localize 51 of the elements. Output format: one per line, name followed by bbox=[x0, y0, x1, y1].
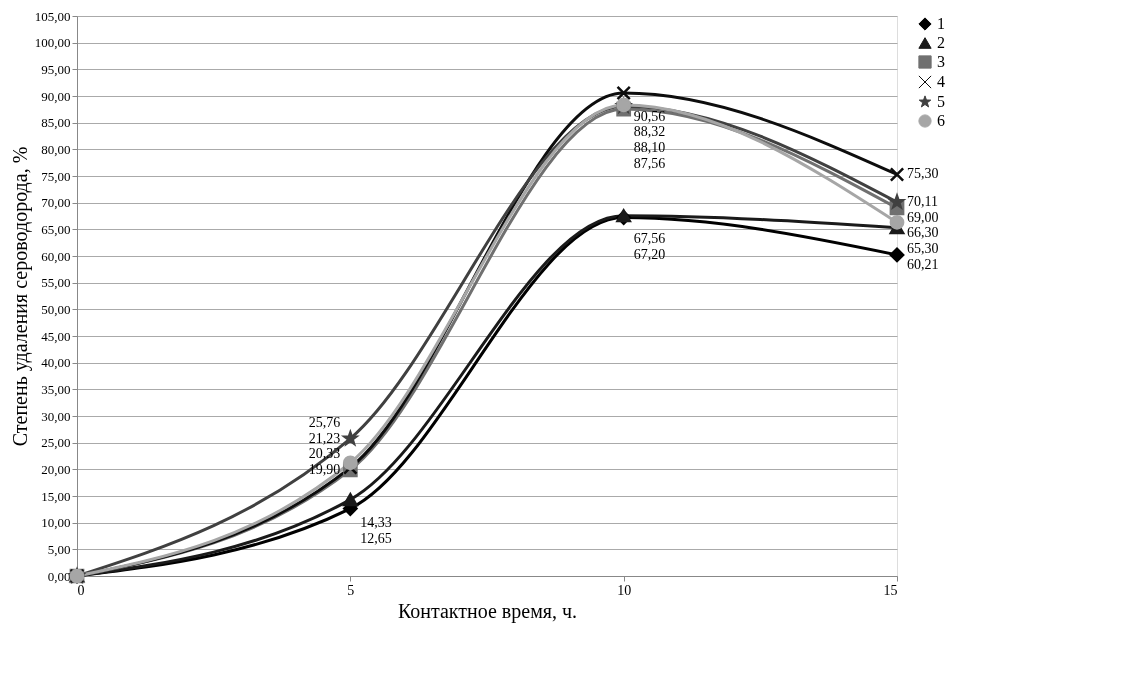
legend-label: 1 bbox=[937, 15, 945, 32]
data-label: 21,23 bbox=[308, 430, 341, 446]
data-label: 90,56 bbox=[633, 108, 666, 124]
y-tick-label: 30,00 bbox=[41, 408, 71, 424]
data-label: 67,20 bbox=[633, 246, 666, 262]
data-label: 75,30 bbox=[907, 166, 939, 182]
legend-label: 3 bbox=[937, 53, 945, 70]
y-tick-label: 45,00 bbox=[41, 328, 71, 344]
y-tick-label: 80,00 bbox=[41, 141, 71, 157]
data-label: 65,30 bbox=[907, 241, 939, 257]
y-tick-label: 20,00 bbox=[41, 461, 71, 477]
y-tick-label: 40,00 bbox=[41, 355, 71, 371]
y-tick-label: 60,00 bbox=[41, 248, 71, 264]
y-tick-label: 0,00 bbox=[47, 568, 71, 584]
x-tick-label: 0 bbox=[77, 582, 85, 598]
data-label: 88,32 bbox=[633, 124, 666, 140]
legend-label: 5 bbox=[937, 93, 945, 110]
y-tick-label: 105,00 bbox=[34, 8, 71, 24]
y-tick-label: 70,00 bbox=[41, 195, 71, 211]
data-label: 69,00 bbox=[907, 209, 939, 225]
y-tick-label: 75,00 bbox=[41, 168, 71, 184]
y-tick-label: 55,00 bbox=[41, 275, 71, 291]
y-tick-label: 90,00 bbox=[41, 88, 71, 104]
y-tick-label: 95,00 bbox=[41, 61, 71, 77]
y-axis-title: Степень удаления сероводорода, % bbox=[8, 146, 32, 447]
legend-label: 6 bbox=[937, 112, 945, 129]
y-tick-label: 85,00 bbox=[41, 115, 71, 131]
y-tick-label: 5,00 bbox=[47, 541, 71, 557]
data-label: 87,56 bbox=[633, 155, 666, 171]
y-tick-label: 100,00 bbox=[34, 35, 71, 51]
data-label: 70,11 bbox=[907, 194, 938, 210]
data-label: 12,65 bbox=[360, 530, 392, 546]
legend-label: 2 bbox=[937, 34, 945, 51]
x-axis-title: Контактное время, ч. bbox=[397, 599, 578, 623]
y-tick-label: 65,00 bbox=[41, 221, 71, 237]
data-label: 67,56 bbox=[633, 231, 666, 247]
data-label: 25,76 bbox=[308, 414, 341, 430]
y-tick-label: 50,00 bbox=[41, 301, 71, 317]
y-tick-label: 35,00 bbox=[41, 381, 71, 397]
data-label: 66,30 bbox=[907, 225, 939, 241]
y-tick-label: 15,00 bbox=[41, 488, 71, 504]
x-tick-label: 10 bbox=[617, 582, 632, 598]
data-label: 14,33 bbox=[360, 515, 392, 531]
data-label: 19,90 bbox=[308, 461, 341, 477]
x-tick-label: 5 bbox=[347, 582, 355, 598]
y-tick-label: 25,00 bbox=[41, 435, 71, 451]
x-tick-label: 15 bbox=[883, 582, 898, 598]
y-tick-label: 10,00 bbox=[41, 515, 71, 531]
legend-label: 4 bbox=[937, 73, 945, 90]
data-label: 88,10 bbox=[633, 139, 666, 155]
data-label: 60,21 bbox=[907, 256, 939, 272]
